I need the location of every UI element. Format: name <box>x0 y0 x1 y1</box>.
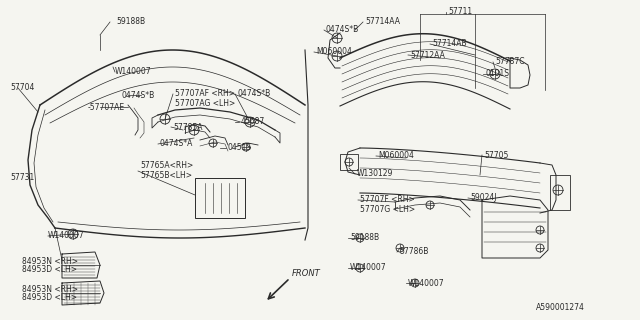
Text: 0101S: 0101S <box>485 69 509 78</box>
Text: 57731: 57731 <box>10 173 35 182</box>
Text: 84953N <RH>: 84953N <RH> <box>22 257 78 266</box>
Text: M060004: M060004 <box>378 151 414 161</box>
Text: 0474S*B: 0474S*B <box>122 91 156 100</box>
Text: 57714AA: 57714AA <box>365 18 400 27</box>
Text: 0474S*A: 0474S*A <box>160 140 193 148</box>
Text: 59188B: 59188B <box>350 234 379 243</box>
Text: W140007: W140007 <box>350 263 387 273</box>
Text: W130129: W130129 <box>357 170 394 179</box>
Text: -57707AE: -57707AE <box>88 102 125 111</box>
Text: 57711: 57711 <box>448 7 472 17</box>
Text: 57707F <RH>: 57707F <RH> <box>360 196 415 204</box>
Text: 57714AB: 57714AB <box>432 39 467 49</box>
Text: 84953D <LH>: 84953D <LH> <box>22 293 77 302</box>
Text: 0451S: 0451S <box>228 143 252 153</box>
Text: 57704: 57704 <box>10 84 35 92</box>
Text: 0474S*B: 0474S*B <box>237 90 270 99</box>
Text: W140007: W140007 <box>115 68 152 76</box>
Text: 57705: 57705 <box>484 150 508 159</box>
Text: A590001274: A590001274 <box>536 303 585 313</box>
Text: 57765B<LH>: 57765B<LH> <box>140 171 192 180</box>
Text: 59024J: 59024J <box>470 194 497 203</box>
Text: 57785A: 57785A <box>173 123 202 132</box>
Text: 57787C: 57787C <box>495 58 525 67</box>
Text: 57786B: 57786B <box>399 247 428 257</box>
Text: 57712AA: 57712AA <box>410 51 445 60</box>
Text: W140007: W140007 <box>48 231 84 241</box>
Text: M060004: M060004 <box>316 47 352 57</box>
Text: 59188B: 59188B <box>116 18 145 27</box>
Text: 57707G <LH>: 57707G <LH> <box>360 204 415 213</box>
Text: 84953D <LH>: 84953D <LH> <box>22 266 77 275</box>
Text: 57707AG <LH>: 57707AG <LH> <box>175 99 236 108</box>
Text: W140007: W140007 <box>408 278 445 287</box>
Text: 45687: 45687 <box>241 117 265 126</box>
Text: 0474S*B: 0474S*B <box>326 26 359 35</box>
Text: 84953N <RH>: 84953N <RH> <box>22 284 78 293</box>
Text: FRONT: FRONT <box>292 269 321 278</box>
Text: 57707AF <RH>: 57707AF <RH> <box>175 90 235 99</box>
Text: 57765A<RH>: 57765A<RH> <box>140 162 193 171</box>
